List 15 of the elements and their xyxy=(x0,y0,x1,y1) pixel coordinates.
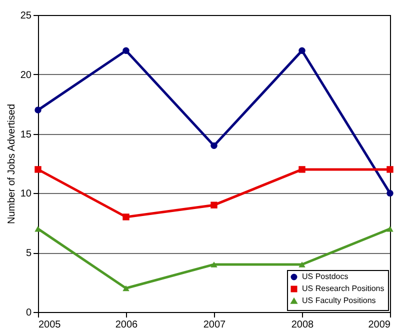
y-tick-label: 15 xyxy=(20,129,32,140)
y-tick-label: 20 xyxy=(20,70,32,81)
legend-label: US Research Positions xyxy=(302,284,384,293)
x-tick-label: 2008 xyxy=(291,320,314,330)
x-tick-label: 2005 xyxy=(38,320,62,330)
y-axis-title: Number of Jobs Advertised xyxy=(6,104,18,224)
x-tick-label: 2006 xyxy=(115,320,138,330)
y-tick-label: 5 xyxy=(26,248,32,260)
y-tick-label: 25 xyxy=(20,10,32,22)
x-tick-label: 2007 xyxy=(203,320,226,330)
y-tick-label: 0 xyxy=(26,308,32,318)
legend-label: US Postdocs xyxy=(302,272,348,281)
x-tick-label: 2009 xyxy=(368,320,391,330)
legend-label: US Faculty Positions xyxy=(302,296,376,305)
y-tick-label: 10 xyxy=(20,188,32,200)
